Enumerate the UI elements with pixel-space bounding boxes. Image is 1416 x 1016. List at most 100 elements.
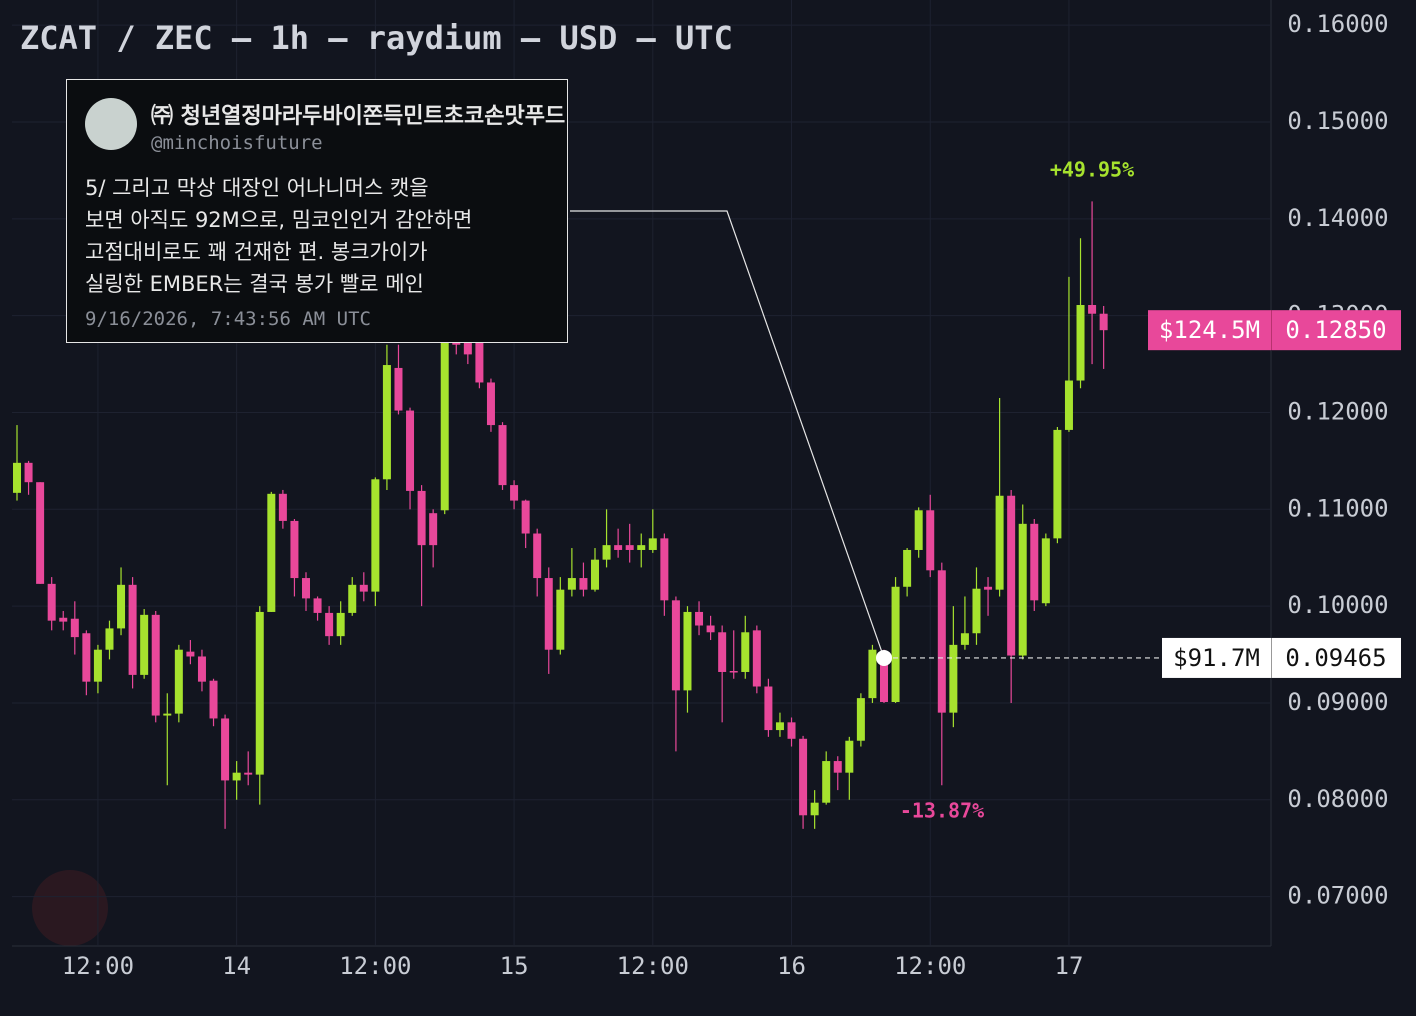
candle-body <box>614 545 623 550</box>
price-box <box>1272 310 1401 351</box>
candle-body <box>937 570 946 713</box>
candle-body <box>1088 305 1097 314</box>
candle-body <box>151 614 160 716</box>
x-tick-label: 14 <box>222 952 251 980</box>
candle-body <box>660 538 669 601</box>
candle-body <box>683 611 692 691</box>
x-tick-label: 12:00 <box>339 952 411 980</box>
candle-body <box>868 649 877 699</box>
candle-body <box>244 772 253 775</box>
candle-body <box>775 722 784 731</box>
tweet-author: ㈜ 청년열정마라두바이쫀득민트초코손맛푸드 <box>151 104 566 129</box>
tweet-line: 실링한 EMBER는 결국 봉가 빨로 메인 <box>85 272 424 296</box>
candle-body <box>995 495 1004 590</box>
candle-body <box>822 761 831 803</box>
x-tick-label: 12:00 <box>617 952 689 980</box>
candle-body <box>567 578 576 590</box>
y-tick-label: 0.10000 <box>1287 591 1388 619</box>
candle-body <box>105 628 114 650</box>
candle-body <box>1018 523 1027 656</box>
candle-body <box>1076 305 1085 381</box>
cap-box <box>1162 637 1271 678</box>
y-tick-label: 0.15000 <box>1287 107 1388 135</box>
tooltip-connector <box>570 210 885 659</box>
candle-body <box>695 611 704 626</box>
candle-body <box>463 339 472 355</box>
candle-body <box>278 493 287 521</box>
tweet-line: 5/ 그리고 막상 대장인 어나니머스 캣을 <box>85 176 429 200</box>
y-tick-label: 0.07000 <box>1287 882 1388 910</box>
candle-body <box>671 600 680 691</box>
tweet-handle: @minchoisfuture <box>151 132 323 154</box>
candle-body <box>521 500 530 534</box>
candle-body <box>59 617 68 622</box>
candle-body <box>140 614 149 675</box>
candle-body <box>914 510 923 550</box>
candle-body <box>163 713 172 716</box>
tweet-tooltip: ㈜ 청년열정마라두바이쫀득민트초코손맛푸드 @minchoisfuture 5/… <box>66 79 568 343</box>
candle-body <box>510 485 519 501</box>
candle-body <box>475 339 484 383</box>
candle-body <box>1007 495 1016 656</box>
candle-body <box>128 584 137 675</box>
candle-body <box>984 586 993 590</box>
event-dot <box>876 649 892 666</box>
candle-body <box>325 612 334 637</box>
y-tick-label: 0.16000 <box>1287 10 1388 38</box>
candle-body <box>174 649 183 714</box>
candle-body <box>232 772 241 781</box>
cap-box <box>1148 310 1271 351</box>
candle-body <box>960 633 969 645</box>
candle-body <box>348 584 357 613</box>
chart-title: ZCAT / ZEC — 1h — raydium — USD — UTC <box>20 19 733 57</box>
logo <box>32 870 108 946</box>
candle-body <box>833 761 842 773</box>
avatar <box>85 98 137 150</box>
price-label: 0.09465 <box>1285 644 1386 672</box>
price-label: 0.12850 <box>1285 316 1386 344</box>
candle-body <box>752 630 761 687</box>
candle-body <box>1030 523 1039 601</box>
tweet-time: 9/16/2026, 7:43:56 AM UTC <box>85 308 371 330</box>
candle-body <box>891 586 900 702</box>
candle-body <box>637 545 646 550</box>
candle-body <box>371 479 380 592</box>
candle-body <box>13 462 21 493</box>
candle-body <box>741 632 750 672</box>
candle-body <box>70 618 79 638</box>
candle-body <box>302 578 310 599</box>
candle-body <box>1053 429 1062 539</box>
candle-body <box>972 588 981 634</box>
candle-body <box>602 545 611 560</box>
candle-body <box>221 718 230 781</box>
x-tick-label: 17 <box>1055 952 1084 980</box>
tweet-line: 보면 아직도 92M으로, 밈코인인거 감안하면 <box>85 208 473 232</box>
price-box <box>1272 637 1401 678</box>
candle-body <box>209 680 218 719</box>
candle-body <box>382 365 391 480</box>
candle-body <box>544 578 553 650</box>
candle-body <box>799 738 808 816</box>
candle-body <box>406 410 415 491</box>
y-tick-label: 0.11000 <box>1287 494 1388 522</box>
y-tick-label: 0.14000 <box>1287 204 1388 232</box>
x-tick-label: 12:00 <box>62 952 134 980</box>
candle-body <box>36 482 45 584</box>
candle-body <box>903 549 912 587</box>
candle-body <box>648 538 657 550</box>
candle-body <box>718 632 727 672</box>
candle-body <box>533 533 542 579</box>
candle-body <box>498 425 507 486</box>
candle-body <box>591 559 599 590</box>
market-cap-label: $124.5M <box>1159 316 1260 344</box>
candle-body <box>764 686 773 731</box>
candle-body <box>429 513 438 546</box>
candle-body <box>926 510 935 571</box>
y-tick-label: 0.09000 <box>1287 688 1388 716</box>
candle-body <box>82 633 91 682</box>
candle-body <box>1099 313 1108 331</box>
x-tick-label: 16 <box>777 952 806 980</box>
x-tick-label: 12:00 <box>894 952 966 980</box>
